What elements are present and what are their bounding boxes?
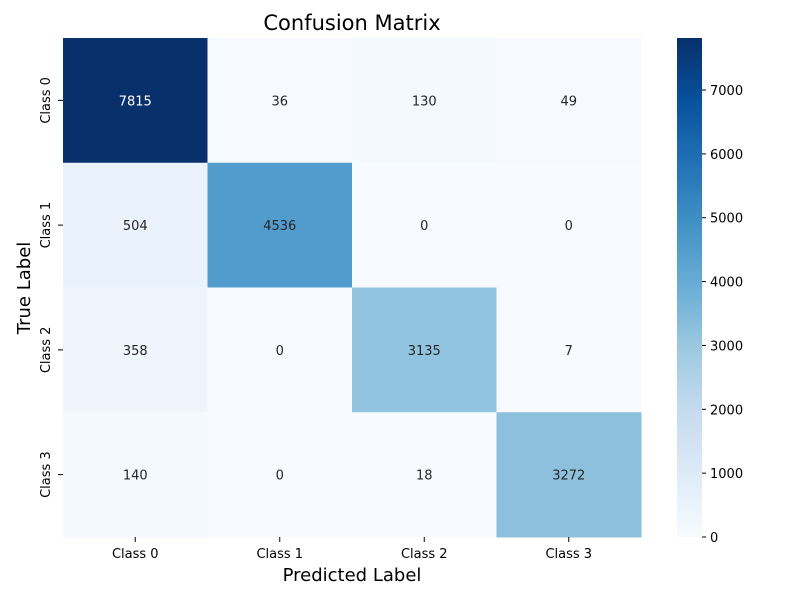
colorbar-tick-label: 4000: [710, 276, 743, 291]
heatmap-cell-r2-c3: [496, 287, 642, 413]
heatmap-cell-r3-c3: [496, 412, 642, 538]
colorbar-tick-label: 2000: [710, 403, 743, 418]
x-tick-label: Class 1: [256, 547, 303, 562]
x-axis-ticks: Class 0 Class 1 Class 2 Class 3: [112, 537, 592, 562]
cell-value-r2-c2: 3135: [408, 344, 441, 359]
chart-title: Confusion Matrix: [263, 11, 440, 35]
colorbar-tick-label: 6000: [710, 148, 743, 163]
colorbar-tick-label: 1000: [710, 467, 743, 482]
heatmap-cell-r3-c0: [63, 412, 208, 538]
heatmap-cell-r0-c0: [63, 38, 208, 164]
y-tick-label: Class 2: [39, 327, 54, 374]
cell-value-r1-c2: 0: [420, 219, 428, 234]
cell-value-r1-c1: 4536: [263, 219, 296, 234]
x-tick-label: Class 3: [545, 547, 592, 562]
heatmap-cell-r1-c1: [207, 162, 353, 288]
cell-value-r0-c2: 130: [412, 94, 437, 109]
heatmap-cell-r2-c1: [207, 287, 353, 413]
colorbar-tick-label: 0: [710, 531, 718, 546]
colorbar-tick-label: 3000: [710, 339, 743, 354]
heatmap-cell-r1-c3: [496, 162, 642, 288]
y-tick-label: Class 3: [39, 451, 54, 498]
heatmap-cell-r2-c2: [352, 287, 497, 413]
cell-value-r0-c3: 49: [560, 94, 577, 109]
cell-value-r2-c0: 358: [123, 344, 148, 359]
y-tick-label: Class 1: [39, 202, 54, 249]
cell-value-r2-c1: 0: [276, 344, 284, 359]
heatmap-cell-r1-c0: [63, 162, 208, 288]
cell-value-r3-c1: 0: [276, 469, 284, 484]
cell-value-r1-c0: 504: [123, 219, 148, 234]
heatmap-cell-r0-c1: [207, 38, 353, 164]
x-tick-label: Class 0: [112, 547, 159, 562]
colorbar-tick-label: 5000: [710, 212, 743, 227]
heatmap-cells: [63, 38, 642, 538]
x-tick-label: Class 2: [401, 547, 448, 562]
colorbar-gradient: [677, 38, 702, 537]
y-axis-ticks: Class 0 Class 1 Class 2 Class 3: [39, 77, 63, 498]
heatmap-cell-labels: 7815 36 130 49 504 4536 0 0 358 0 3135 7 140 0 18 3272: [119, 94, 586, 483]
cell-value-r0-c0: 7815: [119, 94, 152, 109]
y-tick-label: Class 0: [39, 77, 54, 124]
heatmap-cell-r3-c2: [352, 412, 497, 538]
colorbar: 0 1000 2000 3000 4000 5000 6000 7000: [677, 38, 743, 546]
y-axis-label: True Label: [14, 242, 35, 336]
heatmap-cell-r1-c2: [352, 162, 497, 288]
cell-value-r2-c3: 7: [565, 344, 573, 359]
x-axis-label: Predicted Label: [283, 565, 422, 586]
cell-value-r1-c3: 0: [565, 219, 573, 234]
colorbar-tick-label: 7000: [710, 84, 743, 99]
cell-value-r0-c1: 36: [271, 94, 288, 109]
cell-value-r3-c3: 3272: [552, 469, 585, 484]
heatmap-cell-r2-c0: [63, 287, 208, 413]
cell-value-r3-c0: 140: [123, 469, 148, 484]
cell-value-r3-c2: 18: [416, 469, 433, 484]
heatmap-cell-r0-c3: [496, 38, 642, 164]
heatmap-cell-r0-c2: [352, 38, 497, 164]
colorbar-ticks: 0 1000 2000 3000 4000 5000 6000 7000: [702, 84, 743, 546]
heatmap-cell-r3-c1: [207, 412, 353, 538]
